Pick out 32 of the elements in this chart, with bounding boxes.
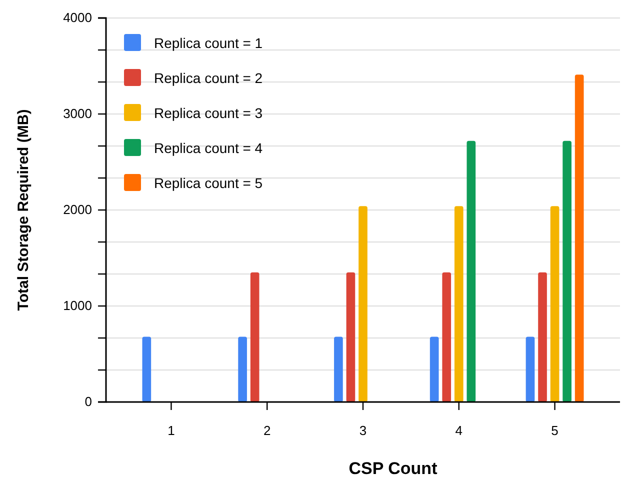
x-tick-label: 5 <box>551 423 558 438</box>
x-axis-title: CSP Count <box>348 459 438 478</box>
bar <box>526 336 535 402</box>
bar <box>430 336 439 402</box>
y-tick-label: 3000 <box>63 106 92 122</box>
y-axis-title: Total Storage Required (MB) <box>15 109 32 311</box>
bar <box>466 140 476 402</box>
bar <box>538 272 547 402</box>
bar <box>562 140 572 402</box>
bar <box>550 206 560 402</box>
bar <box>574 74 584 402</box>
y-tick-label: 0 <box>84 394 92 410</box>
legend-label: Replica count = 1 <box>154 34 263 51</box>
bar <box>442 272 452 402</box>
bar <box>334 336 343 402</box>
bar <box>358 206 368 402</box>
legend-label: Replica count = 4 <box>154 140 263 156</box>
y-tick-label: 2000 <box>63 202 92 218</box>
bar <box>142 336 152 402</box>
bar <box>346 272 356 402</box>
bar <box>250 272 260 402</box>
x-tick-label: 1 <box>168 423 175 438</box>
x-tick-label: 2 <box>263 423 271 438</box>
legend-label: Replica count = 3 <box>154 104 263 121</box>
legend-label: Replica count = 2 <box>154 70 263 86</box>
legend-label: Replica count = 5 <box>154 174 263 191</box>
y-tick-label: 1000 <box>63 298 92 314</box>
bar <box>454 206 464 402</box>
x-tick-label: 4 <box>455 423 463 438</box>
y-tick-label: 4000 <box>63 10 92 26</box>
x-tick-label: 3 <box>359 423 367 438</box>
bar <box>238 336 247 402</box>
